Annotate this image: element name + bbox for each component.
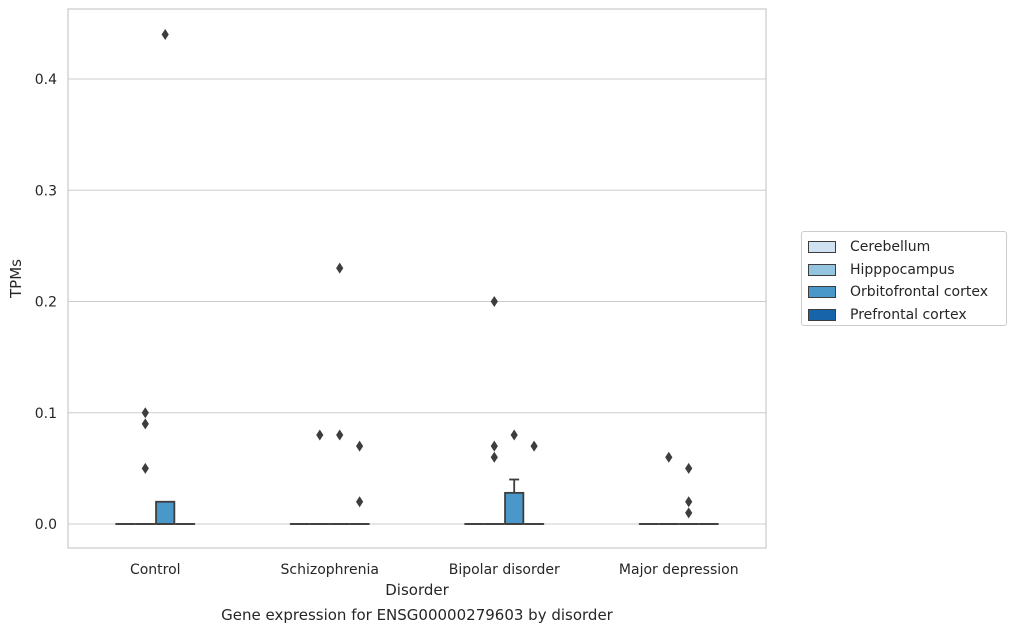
box-marks bbox=[115, 29, 719, 525]
outlier-point bbox=[336, 262, 344, 274]
outlier-point bbox=[685, 496, 693, 508]
box-hipppocampus bbox=[484, 296, 505, 525]
box-hipppocampus bbox=[135, 407, 156, 525]
box-orbitofrontal-cortex bbox=[678, 462, 699, 525]
legend-swatch bbox=[808, 241, 836, 254]
box-body bbox=[504, 491, 525, 525]
chart-caption: Gene expression for ENSG00000279603 by d… bbox=[221, 606, 613, 624]
legend-item: Prefrontal cortex bbox=[808, 304, 1006, 327]
outlier-point bbox=[665, 451, 673, 463]
outlier-point bbox=[336, 429, 344, 441]
x-axis-label: Disorder bbox=[385, 581, 449, 599]
y-axis-label: TPMs bbox=[7, 259, 25, 299]
legend-swatch bbox=[808, 308, 836, 321]
x-tick-labels: Control Schizophrenia Bipolar disorder Majo… bbox=[130, 562, 739, 578]
legend-label: Hipppocampus bbox=[850, 261, 955, 278]
outlier-point bbox=[141, 418, 149, 430]
plot-frame bbox=[67, 8, 767, 549]
legend-swatch bbox=[808, 286, 836, 299]
box-prefrontal-cortex bbox=[349, 440, 370, 525]
outlier-point bbox=[685, 462, 693, 474]
outlier-point bbox=[141, 407, 149, 419]
outlier-point bbox=[356, 496, 364, 508]
box-orbitofrontal-cortex bbox=[504, 429, 525, 525]
legend-item: Hipppocampus bbox=[808, 259, 1006, 282]
legend-label: Cerebellum bbox=[850, 239, 931, 256]
outlier-point bbox=[490, 296, 498, 307]
y-tick-label: 0.0 bbox=[35, 517, 57, 533]
box-orbitofrontal-cortex bbox=[155, 29, 176, 525]
y-tick-label: 0.4 bbox=[35, 72, 57, 88]
outlier-point bbox=[490, 440, 498, 452]
legend-label: Prefrontal cortex bbox=[850, 306, 967, 323]
y-tick-label: 0.2 bbox=[35, 295, 57, 311]
outlier-point bbox=[141, 462, 149, 474]
box-orbitofrontal-cortex bbox=[329, 262, 350, 525]
outlier-point bbox=[316, 429, 324, 441]
outlier-point bbox=[161, 29, 169, 40]
x-tick-label: Schizophrenia bbox=[281, 562, 379, 578]
x-tick-label: Major depression bbox=[619, 562, 739, 578]
outlier-point bbox=[530, 440, 538, 452]
legend-swatch bbox=[808, 263, 836, 276]
legend-item: Cerebellum bbox=[808, 236, 1006, 259]
legend: Cerebellum Hipppocampus Orbitofrontal cort… bbox=[801, 231, 1007, 326]
y-tick-label: 0.1 bbox=[35, 406, 57, 422]
legend-item: Orbitofrontal cortex bbox=[808, 281, 1006, 304]
outlier-point bbox=[510, 429, 518, 441]
box-body bbox=[155, 500, 176, 525]
box-hipppocampus bbox=[658, 451, 679, 525]
x-tick-label: Control bbox=[130, 562, 181, 578]
box-hipppocampus bbox=[309, 429, 330, 525]
outlier-point bbox=[490, 451, 498, 463]
box-prefrontal-cortex bbox=[524, 440, 545, 525]
legend-label: Orbitofrontal cortex bbox=[850, 284, 988, 301]
y-tick-label: 0.3 bbox=[35, 183, 57, 199]
outlier-point bbox=[685, 507, 693, 519]
y-tick-labels: 0.0 0.1 0.2 0.3 0.4 bbox=[35, 72, 57, 533]
gridlines bbox=[68, 78, 766, 525]
x-tick-label: Bipolar disorder bbox=[449, 562, 560, 578]
outlier-point bbox=[356, 440, 364, 452]
